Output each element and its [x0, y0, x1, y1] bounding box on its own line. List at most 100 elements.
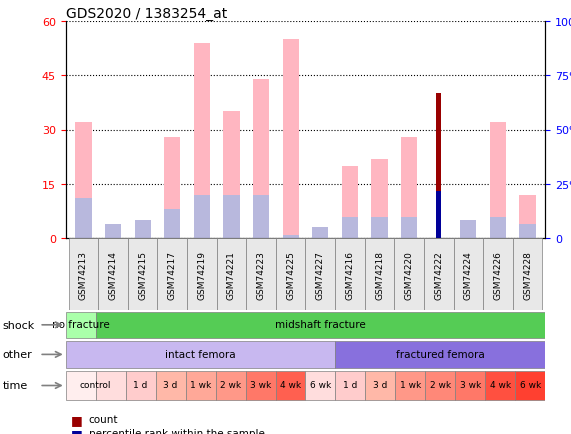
- Bar: [128, 239, 158, 310]
- Text: 3 wk: 3 wk: [250, 381, 271, 389]
- Bar: [395, 371, 425, 400]
- Text: 1 d: 1 d: [343, 381, 357, 389]
- Bar: [164, 138, 180, 239]
- Text: GSM74226: GSM74226: [493, 250, 502, 299]
- Bar: [246, 239, 276, 310]
- Text: 4 wk: 4 wk: [490, 381, 511, 389]
- Bar: [155, 371, 186, 400]
- Text: percentile rank within the sample: percentile rank within the sample: [89, 428, 264, 434]
- Bar: [312, 228, 328, 239]
- Bar: [75, 199, 91, 239]
- Bar: [515, 371, 545, 400]
- Bar: [126, 371, 155, 400]
- Bar: [194, 43, 210, 239]
- Bar: [96, 371, 126, 400]
- Text: fractured femora: fractured femora: [396, 349, 485, 359]
- Bar: [520, 195, 536, 239]
- Bar: [105, 224, 121, 239]
- Bar: [395, 239, 424, 310]
- Bar: [513, 239, 542, 310]
- Text: GSM74220: GSM74220: [405, 250, 413, 299]
- Bar: [335, 341, 545, 368]
- Text: GSM74219: GSM74219: [198, 250, 206, 299]
- Bar: [485, 371, 515, 400]
- Text: 2 wk: 2 wk: [220, 381, 241, 389]
- Text: shock: shock: [3, 320, 35, 330]
- Text: 6 wk: 6 wk: [520, 381, 541, 389]
- Text: 6 wk: 6 wk: [310, 381, 331, 389]
- Text: GSM74227: GSM74227: [316, 250, 325, 299]
- Bar: [453, 239, 483, 310]
- Bar: [69, 239, 98, 310]
- Text: control: control: [80, 381, 111, 389]
- Bar: [335, 239, 365, 310]
- Bar: [253, 79, 269, 239]
- Bar: [223, 195, 240, 239]
- Bar: [223, 112, 240, 239]
- Bar: [305, 239, 335, 310]
- Text: GSM74221: GSM74221: [227, 250, 236, 299]
- Bar: [520, 224, 536, 239]
- Bar: [164, 210, 180, 239]
- Bar: [66, 312, 96, 339]
- Text: GSM74222: GSM74222: [434, 250, 443, 299]
- Bar: [186, 371, 215, 400]
- Text: 4 wk: 4 wk: [280, 381, 301, 389]
- Bar: [460, 228, 476, 239]
- Bar: [135, 220, 151, 239]
- Text: other: other: [3, 350, 33, 359]
- Bar: [253, 195, 269, 239]
- Bar: [135, 224, 151, 239]
- Text: ■: ■: [71, 413, 83, 426]
- Text: GDS2020 / 1383254_at: GDS2020 / 1383254_at: [66, 7, 227, 21]
- Text: ■: ■: [71, 427, 83, 434]
- Bar: [401, 217, 417, 239]
- Text: GSM74214: GSM74214: [108, 250, 118, 299]
- Bar: [425, 371, 456, 400]
- Bar: [312, 235, 328, 239]
- Bar: [66, 341, 335, 368]
- Bar: [401, 138, 417, 239]
- Bar: [276, 239, 305, 310]
- Bar: [342, 166, 358, 239]
- Text: time: time: [3, 381, 28, 391]
- Text: GSM74217: GSM74217: [168, 250, 177, 299]
- Bar: [305, 371, 335, 400]
- Bar: [194, 195, 210, 239]
- Text: intact femora: intact femora: [165, 349, 236, 359]
- Bar: [371, 217, 388, 239]
- Text: GSM74215: GSM74215: [138, 250, 147, 299]
- Bar: [187, 239, 216, 310]
- Bar: [424, 239, 453, 310]
- Bar: [483, 239, 513, 310]
- Text: 3 wk: 3 wk: [460, 381, 481, 389]
- Bar: [275, 371, 305, 400]
- Bar: [216, 371, 246, 400]
- Text: GSM74223: GSM74223: [256, 250, 266, 299]
- Bar: [335, 371, 365, 400]
- Bar: [490, 123, 506, 239]
- Bar: [216, 239, 246, 310]
- Text: GSM74228: GSM74228: [523, 250, 532, 299]
- Bar: [490, 217, 506, 239]
- Text: 1 wk: 1 wk: [400, 381, 421, 389]
- Bar: [158, 239, 187, 310]
- Bar: [342, 217, 358, 239]
- Bar: [365, 239, 395, 310]
- Bar: [66, 371, 96, 400]
- Bar: [436, 192, 441, 239]
- Bar: [460, 220, 476, 239]
- Text: no fracture: no fracture: [52, 319, 110, 329]
- Bar: [455, 371, 485, 400]
- Text: GSM74224: GSM74224: [464, 250, 473, 299]
- Text: GSM74213: GSM74213: [79, 250, 88, 299]
- Text: count: count: [89, 414, 118, 424]
- Bar: [283, 40, 299, 239]
- Text: midshaft fracture: midshaft fracture: [275, 319, 366, 329]
- Text: 1 d: 1 d: [134, 381, 148, 389]
- Bar: [105, 224, 121, 239]
- Text: 3 d: 3 d: [373, 381, 388, 389]
- Bar: [365, 371, 395, 400]
- Text: 3 d: 3 d: [163, 381, 178, 389]
- Bar: [246, 371, 275, 400]
